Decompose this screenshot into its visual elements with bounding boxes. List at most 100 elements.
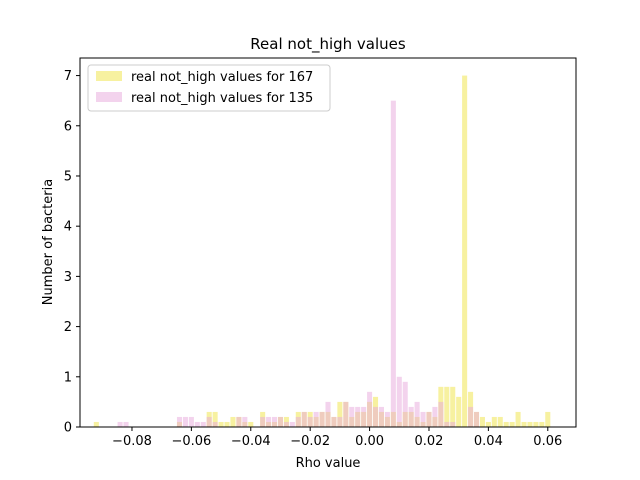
bar-series-1: [468, 406, 474, 427]
x-tick-label: 0.06: [533, 434, 562, 449]
bar-series-1: [378, 406, 384, 427]
bar-series-1: [301, 411, 307, 427]
chart-title: Real not_high values: [250, 35, 406, 54]
bar-series-1: [123, 421, 129, 427]
bar-series-1: [319, 411, 325, 427]
bar-series-0: [509, 421, 515, 427]
bar-series-0: [462, 75, 468, 427]
bar-series-1: [194, 421, 200, 427]
bar-series-0: [456, 396, 462, 427]
x-axis-title: Rho value: [296, 456, 361, 471]
bar-series-1: [408, 406, 414, 427]
bar-series-1: [331, 416, 337, 427]
bar-series-0: [521, 421, 527, 427]
bar-series-1: [444, 421, 450, 427]
bar-series-0: [283, 416, 289, 427]
legend-box: [87, 64, 331, 112]
bar-series-1: [200, 421, 206, 427]
bar-series-0: [527, 421, 533, 427]
bar-series-1: [266, 416, 272, 427]
bar-series-1: [373, 406, 379, 427]
bar-series-1: [295, 416, 301, 427]
y-tick-label: 3: [64, 270, 72, 285]
bar-series-0: [444, 386, 450, 427]
legend-swatch-135: [96, 92, 122, 102]
y-axis-ticks: 0 1 2 3 4 5 6 7: [64, 69, 80, 436]
x-tick-label: 0.02: [415, 434, 444, 449]
x-axis-ticks: −0.08 −0.06 −0.04 −0.02 0.00 0.02 0.04 0.06: [112, 427, 562, 449]
bar-series-1: [313, 411, 319, 427]
y-tick-label: 0: [64, 421, 72, 436]
y-tick-label: 5: [64, 169, 72, 184]
bar-series-0: [503, 421, 509, 427]
bar-series-1: [343, 401, 349, 427]
bar-series-1: [337, 416, 343, 427]
bar-series-1: [420, 411, 426, 427]
bar-series-1: [361, 406, 367, 427]
y-tick-label: 2: [64, 320, 72, 335]
bar-series-1: [272, 416, 278, 427]
bar-series-1: [426, 411, 432, 427]
bar-series-1: [289, 421, 295, 427]
bar-series-1: [242, 416, 248, 427]
bar-series-1: [390, 100, 396, 428]
bar-series-1: [182, 416, 188, 427]
bar-series-1: [414, 401, 420, 427]
bar-series-0: [450, 386, 456, 427]
bar-series-1: [206, 416, 212, 427]
bar-series-0: [497, 416, 503, 427]
bar-series-1: [438, 401, 444, 427]
legend-label-167: real not_high values for 167: [131, 70, 313, 85]
legend-swatch-167: [96, 71, 122, 81]
bar-series-1: [396, 376, 402, 427]
bar-series-0: [491, 416, 497, 427]
legend: real not_high values for 167 real not_hi…: [87, 64, 331, 112]
y-tick-label: 6: [64, 119, 72, 134]
x-tick-label: −0.08: [112, 434, 152, 449]
x-tick-label: −0.06: [171, 434, 211, 449]
bar-series-1: [450, 421, 456, 427]
bar-series-1: [355, 406, 361, 427]
bar-series-1: [325, 401, 331, 427]
bar-series-1: [188, 416, 194, 427]
bar-series-0: [337, 401, 343, 427]
x-tick-label: 0.04: [474, 434, 503, 449]
bar-series-1: [367, 391, 373, 427]
bar-series-1: [402, 381, 408, 427]
bar-series-1: [260, 416, 266, 427]
bar-series-1: [212, 421, 218, 427]
bar-series-0: [218, 421, 224, 427]
bar-series-0: [212, 411, 218, 427]
bar-series-1: [432, 406, 438, 427]
bar-series-0: [533, 421, 539, 427]
bar-series-0: [230, 416, 236, 427]
bar-series-0: [93, 421, 99, 427]
bar-series-1: [307, 416, 313, 427]
y-tick-label: 4: [64, 220, 72, 235]
bar-series-0: [545, 411, 551, 427]
bar-series-1: [473, 411, 480, 427]
bars-layer: [93, 75, 551, 428]
bar-series-1: [277, 416, 283, 427]
bar-series-1: [176, 416, 183, 427]
bar-series-0: [485, 421, 491, 427]
bar-series-1: [236, 416, 242, 427]
bar-series-0: [515, 411, 521, 427]
x-tick-label: 0.00: [355, 434, 384, 449]
y-tick-label: 7: [64, 69, 72, 84]
bar-series-0: [248, 421, 254, 427]
y-tick-label: 1: [64, 370, 72, 385]
bar-series-0: [539, 421, 545, 427]
bar-series-0: [479, 416, 485, 427]
y-axis-title: Number of bacteria: [41, 179, 56, 305]
x-tick-label: −0.02: [290, 434, 330, 449]
legend-label-135: real not_high values for 135: [131, 91, 313, 106]
plot-frame: [79, 57, 577, 428]
bar-series-0: [224, 421, 230, 427]
bar-series-1: [349, 406, 355, 427]
bar-series-1: [117, 421, 123, 427]
bar-series-1: [384, 411, 390, 427]
x-tick-label: −0.04: [231, 434, 271, 449]
